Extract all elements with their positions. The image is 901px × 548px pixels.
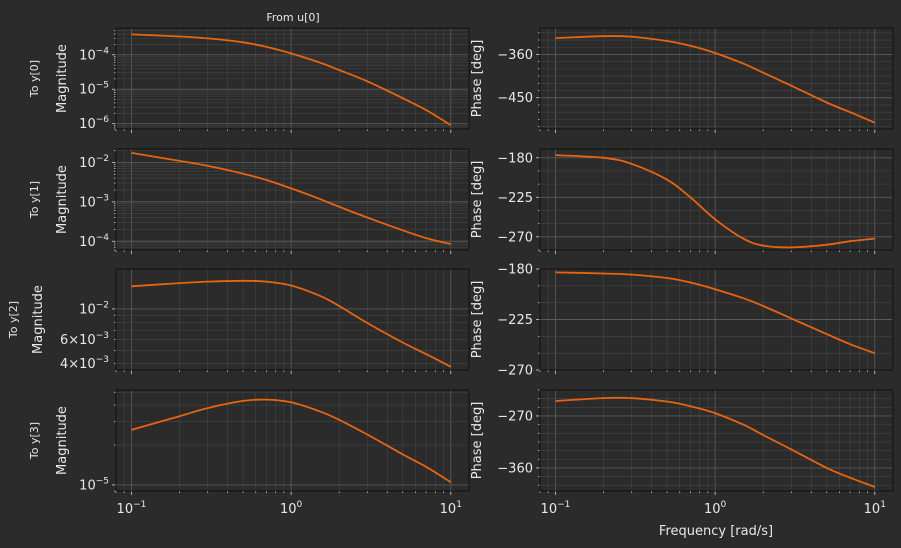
row-3-phase-frame [539, 389, 894, 492]
row-3-magnitude-plot-area [116, 390, 469, 491]
x-tick-label: 10−1 [541, 500, 571, 517]
row-0-phase-frame [539, 27, 894, 130]
x-tick-label: 10−1 [117, 500, 147, 517]
y-tick-label: −360 [497, 48, 533, 63]
row-3-magnitude-series-line [131, 398, 452, 483]
row-2-phase-panel: −180 −225 −270 [497, 263, 894, 379]
row-2-phase-series-line [555, 271, 876, 355]
row-2-output-label: To y[2] [7, 301, 20, 339]
y-tick-label: −270 [497, 230, 533, 245]
row-3-magnitude-panel: 10−5 10−1 100 101 [79, 389, 470, 517]
y-tick-label: −180 [497, 151, 533, 166]
y-tick-label: −360 [497, 461, 533, 476]
y-tick-label: 10−3 [79, 193, 109, 210]
row-2-magnitude-frame [115, 268, 470, 371]
y-tick-label: −180 [497, 263, 533, 278]
row-0-output-label: To y[0] [28, 60, 41, 98]
row-1-phase-series-line [555, 154, 875, 249]
y-tick-label: 10−5 [79, 81, 109, 98]
y-tick-label: 4×10−3 [60, 355, 109, 372]
row-3-output-label: To y[3] [28, 422, 41, 460]
row-3-phase-series-line [555, 396, 876, 488]
y-tick-label: 10−4 [79, 233, 109, 250]
row-1-phase-axis-label: Phase [deg] [470, 161, 485, 239]
row-3-magnitude-frame [115, 389, 470, 492]
y-tick-label: −225 [497, 191, 533, 206]
row-3-phase-axis-label: Phase [deg] [470, 402, 485, 480]
row-1-phase-frame [539, 148, 894, 251]
row-0-magnitude-panel: 10−4 10−5 10−6 [79, 27, 470, 133]
x-tick-label: 100 [280, 500, 303, 517]
y-tick-label: 10−2 [79, 154, 109, 171]
row-0-magnitude-axis-label: Magnitude [55, 44, 70, 113]
y-tick-label: 10−4 [79, 46, 109, 63]
row-1-phase-plot-area [540, 149, 893, 250]
row-3-phase-panel: −270 −360 10−1 100 101 [497, 389, 894, 517]
y-tick-label: 10−6 [79, 115, 109, 132]
row-1-magnitude-axis-label: Magnitude [55, 165, 70, 234]
row-3-phase-plot-area [540, 390, 893, 491]
row-2-phase-axis-label: Phase [deg] [470, 281, 485, 359]
row-2-magnitude-series-line [131, 279, 452, 368]
y-tick-label: −225 [497, 313, 533, 328]
x-tick-label: 100 [704, 500, 727, 517]
row-3-magnitude-axis-label: Magnitude [55, 406, 70, 475]
row-2-magnitude-panel: 10−2 6×10−3 4×10−3 [60, 268, 470, 374]
x-tick-label: 101 [440, 500, 462, 517]
row-0-phase-axis-label: Phase [deg] [470, 40, 485, 118]
row-0-magnitude-series-line [131, 33, 452, 126]
row-0-magnitude-plot-area [116, 28, 469, 129]
row-2-phase-frame [539, 268, 894, 371]
row-0-magnitude-frame [115, 27, 470, 130]
row-1-magnitude-panel: 10−2 10−3 10−4 [79, 148, 470, 254]
row-1-magnitude-series-line [131, 152, 451, 245]
y-tick-label: 10−5 [79, 476, 109, 493]
y-tick-label: 6×10−3 [60, 331, 109, 348]
y-tick-label: −450 [497, 91, 533, 106]
y-tick-label: −270 [497, 364, 533, 379]
row-2-magnitude-axis-label: Magnitude [31, 285, 46, 354]
row-0-phase-plot-area [540, 28, 893, 129]
row-1-magnitude-frame [115, 148, 470, 251]
chart-title: From u[0] [266, 11, 319, 24]
x-axis-label: Frequency [rad/s] [659, 524, 773, 539]
row-0-phase-series-line [555, 35, 876, 124]
y-tick-label: 10−2 [79, 300, 109, 317]
row-0-phase-panel: −360 −450 [497, 27, 894, 133]
x-tick-label: 101 [864, 500, 886, 517]
row-1-phase-panel: −180 −225 −270 [497, 148, 894, 254]
y-tick-label: −270 [497, 409, 533, 424]
row-1-output-label: To y[1] [28, 181, 41, 219]
